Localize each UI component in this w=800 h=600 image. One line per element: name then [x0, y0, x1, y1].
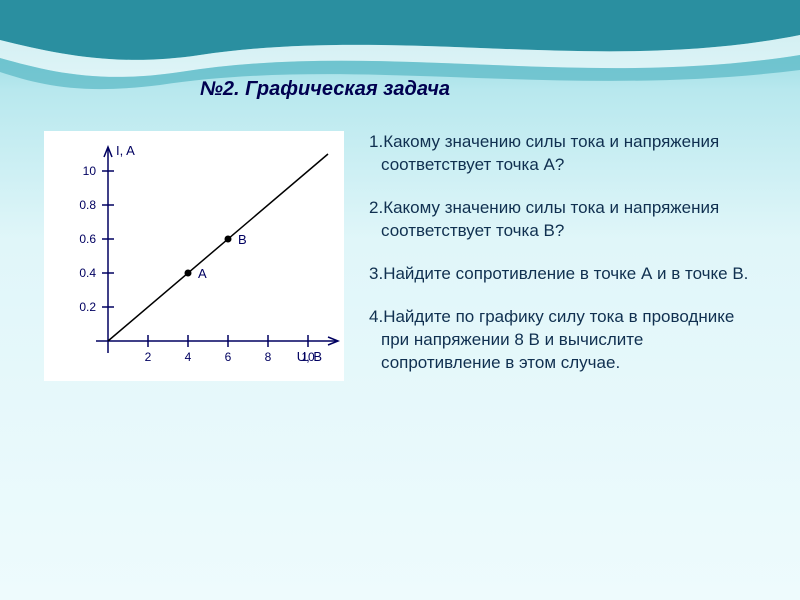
question-number: 1. [369, 132, 383, 151]
question-list: 1.Какому значению силы тока и напряжения… [344, 131, 754, 395]
slide-title: №2. Графическая задача [200, 78, 800, 101]
svg-text:U, B: U, B [297, 349, 322, 364]
svg-text:6: 6 [225, 350, 232, 364]
svg-text:A: A [198, 266, 207, 281]
question-number: 2. [369, 198, 383, 217]
question-item: 3.Найдите сопротивление в точке А и в то… [369, 263, 754, 286]
svg-text:0.6: 0.6 [79, 232, 96, 246]
svg-text:0.2: 0.2 [79, 300, 96, 314]
svg-text:4: 4 [185, 350, 192, 364]
iv-chart: 0.20.40.60.810246810I, AU, BAB [44, 131, 344, 381]
svg-text:2: 2 [145, 350, 152, 364]
question-number: 4. [369, 307, 383, 326]
svg-text:0.4: 0.4 [79, 266, 96, 280]
question-item: 1.Какому значению силы тока и напряжения… [369, 131, 754, 177]
svg-text:B: B [238, 232, 247, 247]
chart-container: 0.20.40.60.810246810I, AU, BAB [44, 131, 344, 381]
svg-text:0.8: 0.8 [79, 198, 96, 212]
question-item: 4.Найдите по графику силу тока в проводн… [369, 306, 754, 375]
svg-text:10: 10 [83, 164, 97, 178]
question-item: 2.Какому значению силы тока и напряжения… [369, 197, 754, 243]
svg-text:8: 8 [265, 350, 272, 364]
svg-text:I, A: I, A [116, 143, 135, 158]
question-text: Найдите сопротивление в точке А и в точк… [383, 264, 748, 283]
question-text: Какому значению силы тока и напряжения с… [381, 132, 719, 174]
question-number: 3. [369, 264, 383, 283]
question-text: Найдите по графику силу тока в проводник… [381, 307, 734, 372]
question-text: Какому значению силы тока и напряжения с… [381, 198, 719, 240]
